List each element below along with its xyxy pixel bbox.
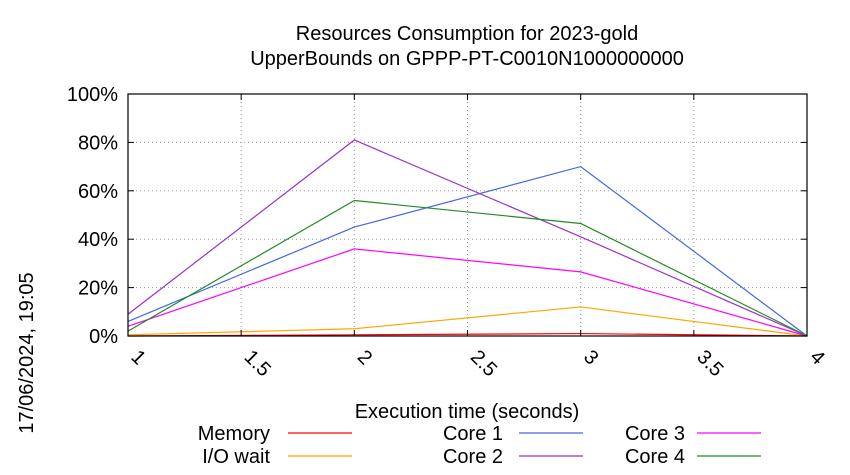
legend-label-core-3: Core 3 xyxy=(625,423,685,445)
y-tick-label: 80% xyxy=(78,132,118,154)
series-line-core-4 xyxy=(127,199,808,337)
y-tick-label: 100% xyxy=(67,84,118,106)
chart-subtitle: UpperBounds on GPPP-PT-C0010N1000000000 xyxy=(250,48,684,70)
legend-label-i-o-wait: I/O wait xyxy=(202,446,270,468)
y-tick-label: 20% xyxy=(78,278,118,300)
x-tick-label: 1 xyxy=(126,346,149,369)
y-tick-label: 60% xyxy=(78,181,118,203)
y-tick-label: 0% xyxy=(89,326,118,348)
series-line-core-1 xyxy=(127,165,808,337)
series-line-core-2 xyxy=(127,139,808,337)
chart-title: Resources Consumption for 2023-gold xyxy=(296,23,638,45)
x-tick-label: 4 xyxy=(805,346,828,369)
y-tick-label: 40% xyxy=(78,229,118,251)
x-tick-label: 3 xyxy=(579,346,602,369)
timestamp-label: 17/06/2024, 19:05 xyxy=(16,272,38,433)
legend-label-core-4: Core 4 xyxy=(625,446,685,468)
x-tick-label: 2 xyxy=(353,346,376,369)
grid xyxy=(128,94,807,336)
legend-label-core-1: Core 1 xyxy=(443,423,503,445)
legend-label-memory: Memory xyxy=(198,423,270,445)
series-line-core-3 xyxy=(127,248,808,337)
x-tick-label: 2.5 xyxy=(466,346,501,381)
x-axis-label: Execution time (seconds) xyxy=(355,401,580,423)
x-tick-label: 3.5 xyxy=(692,346,727,381)
ticks: 0% 20% 40% 60% 80% 100% 1 1.5 2 2.5 3 3.5 4 xyxy=(67,84,829,381)
x-tick-label: 1.5 xyxy=(240,346,275,381)
legend-label-core-2: Core 2 xyxy=(443,446,503,468)
